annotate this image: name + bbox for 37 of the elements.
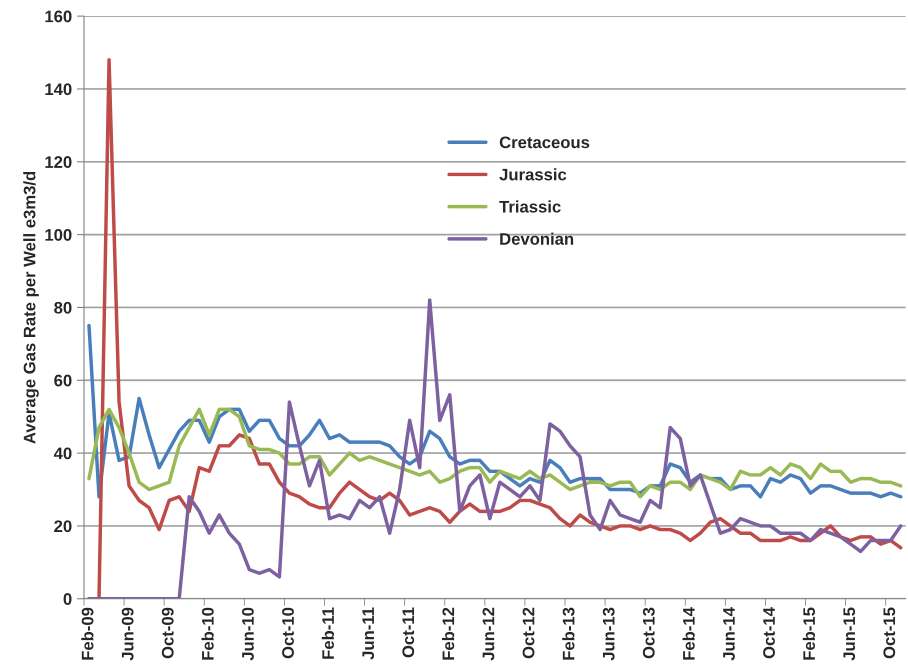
x-tick-label: Jun-09 (122, 608, 134, 661)
y-tick-label: 80 (54, 302, 72, 314)
y-tick-label: 160 (45, 10, 72, 22)
y-tick-label: 0 (64, 593, 72, 605)
legend-label: Devonian (500, 232, 574, 245)
x-tick-label: Jun-14 (723, 607, 735, 661)
x-tick-label: Oct-15 (883, 608, 896, 658)
line-series (87, 408, 902, 499)
x-tick-label: Feb-15 (802, 608, 815, 660)
legend-label: Cretaceous (500, 136, 590, 148)
x-tick-label: Oct-12 (522, 608, 534, 658)
x-tick-label: Feb-13 (562, 608, 575, 660)
x-tick-label: Jun-15 (843, 608, 856, 661)
y-axis-title: Average Gas Rate per Well e3m3/d (23, 172, 39, 444)
x-tick-label: Oct-13 (642, 608, 655, 658)
x-tick-label: Oct-11 (402, 608, 414, 658)
x-tick-label: Feb-10 (201, 608, 214, 660)
y-tick-label: 120 (45, 156, 72, 168)
legend-label: Jurassic (499, 168, 566, 180)
legend-label: Triassic (499, 200, 561, 213)
y-tick-label: 40 (54, 447, 72, 460)
x-tick-label: Oct-09 (162, 608, 174, 658)
x-tick-label: Feb-09 (81, 608, 94, 660)
y-tick-label: 60 (54, 374, 72, 386)
x-tick-label: Feb-12 (442, 608, 454, 660)
x-tick-label: Jun-13 (602, 608, 615, 661)
x-tick-label: Feb-14 (682, 607, 695, 660)
y-tick-label: 140 (45, 83, 72, 96)
line-series (87, 298, 902, 599)
x-tick-label: Jun-11 (362, 608, 374, 660)
x-tick-label: Jun-12 (482, 608, 494, 661)
y-tick-label: 100 (45, 229, 72, 241)
x-tick-label: Jun-10 (242, 608, 254, 661)
y-tick-label: 20 (54, 520, 72, 532)
x-tick-label: Feb-11 (322, 608, 334, 659)
x-tick-label: Oct-14 (763, 607, 775, 658)
x-tick-label: Oct-10 (282, 608, 294, 658)
